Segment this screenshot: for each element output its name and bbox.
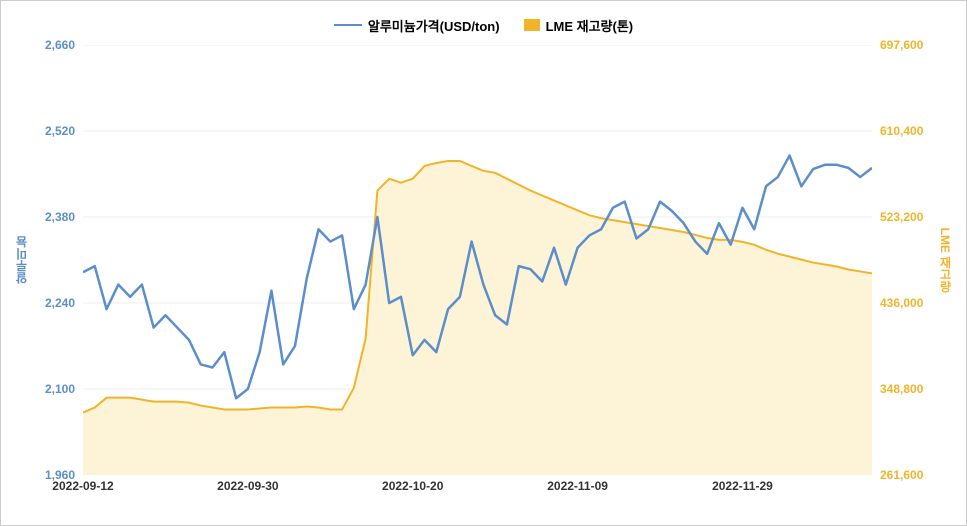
legend-label-price: 알루미늄가격(USD/ton): [368, 16, 500, 35]
y-tick-right: 610,400: [880, 124, 923, 138]
x-axis: 2022-09-122022-09-302022-10-202022-11-09…: [83, 475, 872, 505]
legend-box-swatch: [524, 19, 540, 31]
y-tick-right: 523,200: [880, 210, 923, 224]
legend-item-price: 알루미늄가격(USD/ton): [334, 16, 500, 35]
y-tick-right: 436,000: [880, 296, 923, 310]
y-tick-left: 2,520: [45, 124, 75, 138]
legend-line-swatch: [334, 24, 362, 26]
y-tick-left: 2,660: [45, 38, 75, 52]
y-tick-right: 348,800: [880, 382, 923, 396]
legend-label-inventory: LME 재고량(톤): [546, 16, 634, 35]
x-tick: 2022-10-20: [382, 479, 443, 493]
y-tick-left: 2,100: [45, 382, 75, 396]
plot-svg: [83, 45, 872, 475]
x-tick: 2022-09-30: [217, 479, 278, 493]
y-tick-right: 697,600: [880, 38, 923, 52]
y-tick-right: 261,600: [880, 468, 923, 482]
x-tick: 2022-09-12: [52, 479, 113, 493]
y-tick-left: 2,240: [45, 296, 75, 310]
y-axis-left: 알루미늄 1,9602,1002,2402,3802,5202,660: [13, 45, 83, 475]
plot-area: [83, 45, 872, 475]
plot-wrapper: 알루미늄 1,9602,1002,2402,3802,5202,660 LME …: [13, 45, 954, 505]
legend: 알루미늄가격(USD/ton) LME 재고량(톤): [13, 13, 954, 37]
chart-container: 알루미늄가격(USD/ton) LME 재고량(톤) 알루미늄 1,9602,1…: [0, 0, 967, 526]
y-axis-right-label: LME 재고량: [937, 228, 954, 293]
y-tick-left: 2,380: [45, 210, 75, 224]
y-axis-right: LME 재고량 261,600348,800436,000523,200610,…: [872, 45, 954, 475]
x-tick: 2022-11-09: [547, 479, 608, 493]
x-tick: 2022-11-29: [712, 479, 773, 493]
legend-item-inventory: LME 재고량(톤): [524, 16, 634, 35]
y-axis-left-label: 알루미늄: [13, 236, 30, 284]
